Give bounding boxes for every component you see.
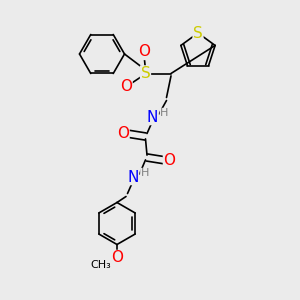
Text: S: S	[193, 26, 203, 40]
Text: O: O	[164, 153, 175, 168]
Text: O: O	[120, 79, 132, 94]
Text: O: O	[117, 126, 129, 141]
Text: H: H	[141, 168, 149, 178]
Text: N: N	[147, 110, 158, 124]
Text: O: O	[138, 44, 150, 59]
Text: CH₃: CH₃	[90, 260, 111, 271]
Text: H: H	[160, 108, 169, 118]
Text: N: N	[127, 169, 139, 184]
Text: O: O	[111, 250, 123, 266]
Text: S: S	[141, 66, 150, 81]
